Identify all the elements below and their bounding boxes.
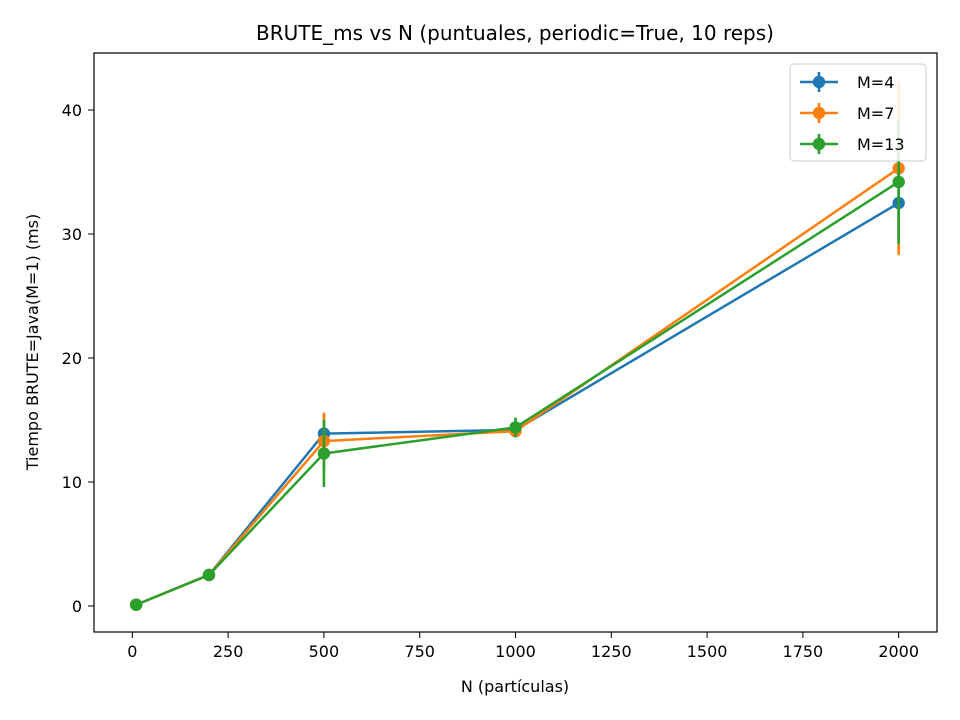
legend: M=4 M=7 M=13 (789, 63, 927, 162)
x-tick-label: 1750 (783, 642, 824, 661)
legend-swatch-marker (812, 137, 826, 151)
y-tick-label: 10 (62, 473, 82, 492)
legend-swatch-marker (812, 106, 826, 120)
x-tick-label: 2000 (878, 642, 919, 661)
y-tick-label: 20 (62, 349, 82, 368)
chart-title: BRUTE_ms vs N (puntuales, periodic=True,… (256, 21, 774, 45)
x-tick-label: 250 (213, 642, 244, 661)
y-axis-label: Tiempo BRUTE=Java(M=1) (ms) (23, 214, 42, 471)
plot-area (129, 81, 905, 611)
x-tick-label: 0 (127, 642, 137, 661)
legend-label: M=7 (857, 104, 894, 123)
data-point (202, 568, 216, 582)
data-point (129, 598, 143, 611)
series-m-4 (129, 153, 905, 611)
y-tick-label: 0 (72, 597, 82, 616)
series-m-13 (129, 119, 905, 611)
data-point (892, 175, 905, 189)
legend-label: M=4 (857, 73, 894, 92)
x-axis: 0 250 500 750 1000 1250 1500 1750 2000 (127, 632, 919, 661)
x-tick-label: 1500 (687, 642, 728, 661)
x-tick-label: 750 (404, 642, 435, 661)
series-line (135, 167, 900, 606)
x-tick-label: 500 (309, 642, 340, 661)
x-axis-label: N (partículas) (461, 677, 569, 696)
data-point (509, 421, 522, 434)
series-line (135, 201, 900, 606)
series-m-7 (129, 81, 905, 611)
y-tick-label: 30 (62, 225, 82, 244)
data-point (317, 447, 331, 460)
x-tick-label: 1000 (495, 642, 536, 661)
legend-label: M=13 (857, 135, 905, 154)
y-axis: 0 10 20 30 40 (62, 101, 94, 616)
y-tick-label: 40 (62, 101, 82, 120)
legend-box (789, 63, 927, 162)
x-tick-label: 1250 (591, 642, 632, 661)
legend-swatch-marker (812, 75, 826, 89)
